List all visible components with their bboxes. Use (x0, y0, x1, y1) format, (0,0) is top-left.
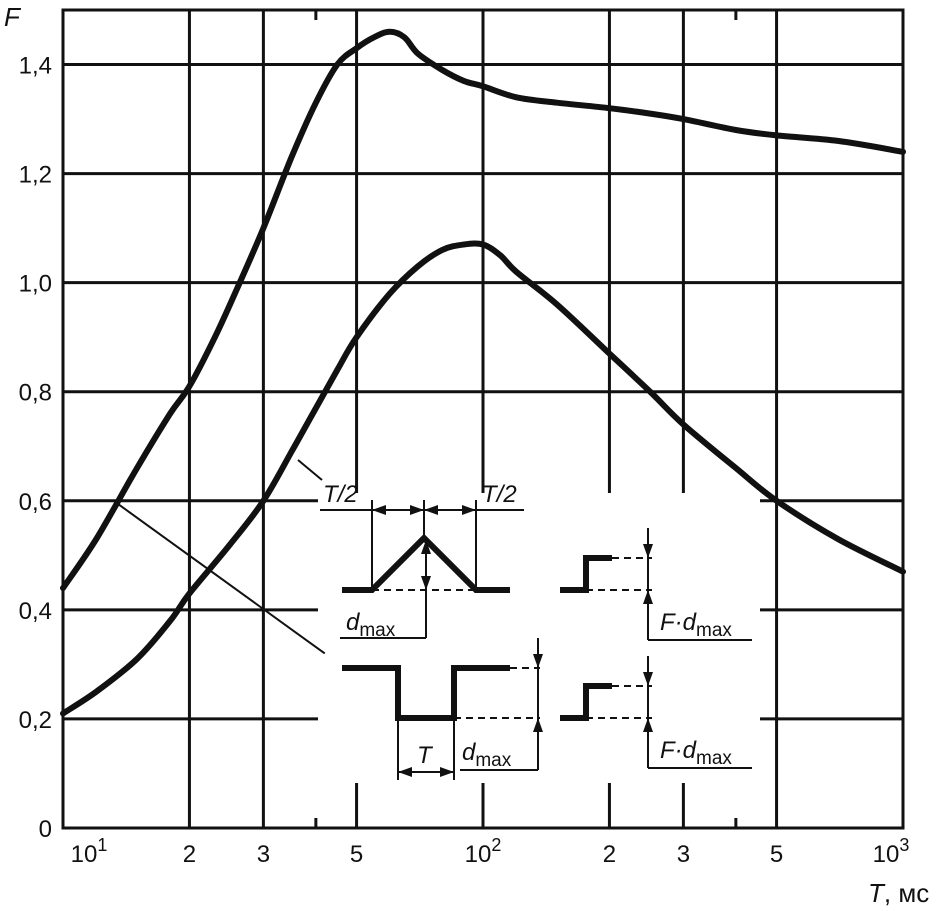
response-diagram-upper: F·dmax (560, 528, 752, 641)
x-tick-label: 3 (677, 841, 690, 868)
x-tick-label: 2 (603, 841, 616, 868)
y-axis-title: F (4, 2, 22, 32)
x-tick-label: 101 (71, 835, 108, 868)
y-tick-label: 1,4 (19, 53, 52, 80)
y-tick-label: 0,8 (19, 380, 52, 407)
x-tick-label: 102 (465, 835, 502, 868)
rectangular-pulse-diagram: T dmax (342, 638, 543, 780)
x-tick-label: 103 (873, 835, 910, 868)
triangular-dmax-label: dmax (346, 609, 396, 641)
x-axis-title: T, мс (868, 878, 929, 908)
half-period-right-label: T/2 (482, 481, 517, 508)
upper-f-dmax-label: F·dmax (660, 609, 732, 641)
triangular-pulse-curve (60, 28, 906, 592)
leader-lines (113, 459, 326, 655)
x-tick-label: 3 (257, 841, 270, 868)
curves (60, 28, 906, 717)
tick-labels: 0 0,2 0,4 0,6 0,8 1,0 1,2 1,4 101 2 3 5 102 2 3 5 103 (19, 53, 910, 868)
x-axis-symbol: T (868, 878, 886, 908)
period-label: T (417, 742, 434, 769)
x-axis-unit: , мс (884, 878, 929, 908)
y-tick-label: 1,2 (19, 162, 52, 189)
y-tick-label: 0,4 (19, 598, 52, 625)
response-diagram-lower: F·dmax (560, 656, 752, 769)
lower-f-dmax-label: F·dmax (660, 737, 732, 769)
rectangular-pulse-curve (60, 240, 906, 717)
triangular-pulse-diagram: T/2 T/2 dmax (320, 481, 524, 641)
pointer-line (297, 459, 323, 481)
x-tick-label: 5 (770, 841, 783, 868)
x-tick-label: 2 (183, 841, 196, 868)
y-tick-label: 0,2 (19, 707, 52, 734)
y-tick-label: 0 (39, 816, 52, 843)
y-tick-label: 0,6 (19, 489, 52, 516)
y-tick-label: 1,0 (19, 271, 52, 298)
x-tick-label: 5 (350, 841, 363, 868)
leader-line (113, 499, 326, 655)
half-period-left-label: T/2 (323, 481, 358, 508)
rectangular-dmax-label: dmax (462, 739, 512, 771)
grid (61, 8, 905, 830)
